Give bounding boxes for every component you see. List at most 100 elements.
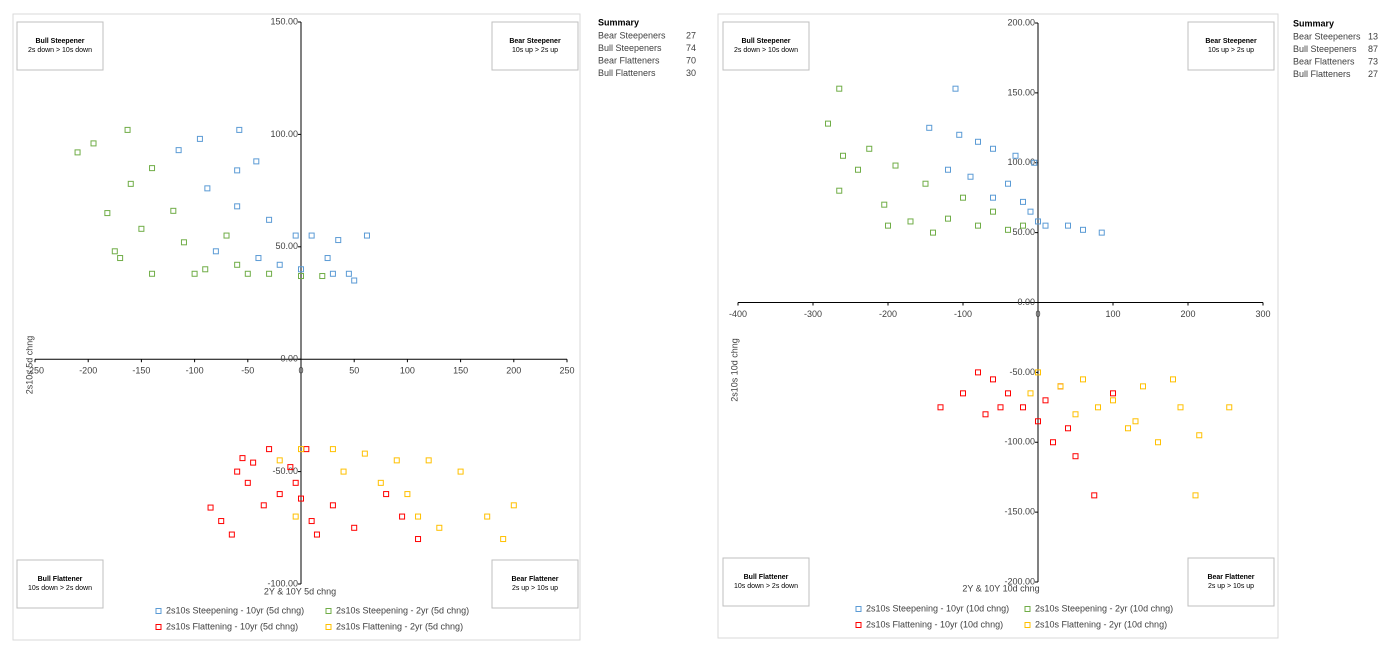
quadrant-text: 10s down > 2s down [28, 585, 92, 592]
point [1125, 425, 1131, 432]
summary-label: Bull Flatteners [598, 68, 656, 78]
point [180, 239, 187, 246]
y-tick-label: -50.00 [272, 466, 298, 476]
x-tick-label: -200 [879, 309, 897, 319]
quadrant-box [1187, 21, 1275, 71]
y-tick-label: 50.00 [275, 241, 298, 251]
x-tick-label: -200 [79, 366, 97, 376]
quadrant-box [722, 21, 810, 71]
y-tick-label: 100.00 [270, 129, 298, 139]
y-tick-label: -100.00 [267, 578, 298, 588]
point [298, 495, 304, 502]
point [340, 468, 347, 475]
point [1170, 376, 1176, 383]
point [276, 491, 283, 498]
point [308, 232, 315, 239]
point [1042, 397, 1049, 404]
x-tick-label: -300 [804, 309, 822, 319]
point [329, 446, 336, 453]
point [1027, 208, 1034, 215]
x-tick-label: -400 [729, 309, 747, 319]
point [117, 255, 124, 262]
point [956, 131, 963, 138]
y-tick-label: 0.00 [280, 354, 298, 364]
point [138, 225, 145, 232]
point [1020, 198, 1026, 205]
legend-label: 2s10s Steepening - 10yr (10d chng) [866, 603, 1009, 613]
point [74, 149, 81, 156]
point [1012, 152, 1019, 159]
summary-label: Bear Steepeners [1293, 31, 1361, 41]
point [1035, 418, 1041, 425]
point [212, 248, 219, 255]
point [204, 185, 211, 192]
point [1072, 411, 1079, 418]
summary-label: Bear Steepeners [598, 30, 666, 40]
point [926, 124, 933, 131]
point [234, 468, 241, 475]
series [1027, 369, 1233, 499]
quadrant-title: Bull Steepener [35, 38, 84, 45]
point [383, 491, 390, 498]
point [457, 468, 464, 475]
y-tick-label: -50.00 [1009, 367, 1035, 377]
point [840, 152, 846, 159]
point [885, 222, 891, 229]
legend-label: 2s10s Steepening - 2yr (5d chng) [336, 605, 469, 615]
y-tick-label: 150.00 [270, 16, 298, 26]
quadrant-box [16, 21, 104, 71]
point [345, 270, 352, 277]
point [124, 126, 131, 133]
point [825, 120, 831, 127]
point [1080, 376, 1086, 383]
point [990, 208, 996, 215]
point [510, 502, 517, 509]
point [298, 446, 304, 453]
legend-label: 2s10s Steepening - 10yr (5d chng) [166, 605, 304, 615]
x-tick-label: -100 [186, 366, 204, 376]
x-axis-title: 2Y & 10Y 5d chng [264, 586, 336, 596]
point [292, 479, 299, 486]
quadrant-box [722, 557, 810, 607]
quadrant-text: 10s down > 2s down [734, 583, 798, 590]
point [922, 180, 929, 187]
point [202, 266, 209, 273]
quadrant-title: Bear Flattener [511, 576, 558, 583]
point [866, 145, 873, 152]
y-axis-title: 2s10s 5d chng [24, 336, 34, 395]
point [1065, 222, 1071, 229]
x-tick-label: 100 [400, 366, 415, 376]
point [1080, 226, 1086, 233]
summary-value: 27 [686, 30, 696, 40]
point [975, 369, 981, 376]
y-tick-label: -200.00 [1004, 576, 1035, 586]
point [436, 524, 443, 531]
point [393, 457, 400, 464]
series [175, 126, 370, 284]
point [260, 502, 267, 509]
point [1098, 229, 1105, 236]
point [218, 518, 225, 525]
point [945, 166, 951, 173]
point [484, 513, 491, 520]
point [1005, 180, 1011, 187]
point [292, 513, 299, 520]
point [415, 513, 422, 520]
point [425, 457, 432, 464]
point [191, 270, 198, 277]
point [170, 207, 177, 214]
point [1177, 404, 1184, 411]
summary-value: 70 [686, 55, 696, 65]
point [1196, 432, 1203, 439]
summary-value: 87 [1368, 44, 1378, 54]
point [292, 232, 299, 239]
y-axis-title: 2s10s 10d chng [729, 338, 739, 402]
legend-label: 2s10s Flattening - 10yr (10d chng) [866, 619, 1003, 629]
point [1035, 369, 1041, 376]
x-tick-label: 0 [298, 366, 303, 376]
quadrant-box [16, 559, 104, 609]
point [1005, 226, 1011, 233]
x-tick-label: 0 [1035, 309, 1040, 319]
point [244, 270, 251, 277]
chart: Bull Steepener 2s down > 10s down Bear Ste… [717, 13, 1378, 639]
